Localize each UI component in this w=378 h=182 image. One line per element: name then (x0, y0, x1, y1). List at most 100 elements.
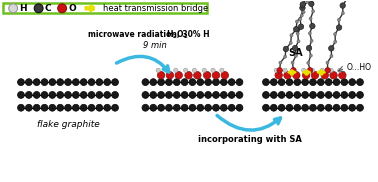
Circle shape (292, 68, 296, 72)
Circle shape (306, 0, 309, 3)
Circle shape (286, 104, 293, 111)
Circle shape (80, 104, 87, 111)
Circle shape (302, 104, 308, 111)
Circle shape (300, 5, 305, 11)
Circle shape (333, 33, 337, 36)
Circle shape (274, 68, 278, 72)
Circle shape (307, 61, 310, 64)
Circle shape (33, 92, 40, 98)
Circle shape (330, 72, 337, 79)
Circle shape (311, 10, 314, 13)
Circle shape (174, 92, 180, 98)
Circle shape (333, 104, 340, 111)
Circle shape (203, 72, 211, 79)
Circle shape (17, 92, 25, 98)
Circle shape (275, 72, 282, 79)
Circle shape (302, 92, 308, 98)
Circle shape (88, 92, 95, 98)
Text: $\mathregular{H_2O_2}$: $\mathregular{H_2O_2}$ (166, 29, 188, 41)
Circle shape (49, 104, 56, 111)
Circle shape (212, 72, 220, 79)
Circle shape (318, 104, 324, 111)
Circle shape (349, 79, 356, 86)
Circle shape (333, 79, 340, 86)
Circle shape (295, 20, 299, 23)
Circle shape (302, 11, 305, 14)
Circle shape (96, 92, 103, 98)
Circle shape (278, 79, 285, 86)
Circle shape (112, 92, 118, 98)
Circle shape (356, 104, 363, 111)
Circle shape (185, 72, 192, 79)
Circle shape (292, 45, 298, 51)
Circle shape (58, 4, 67, 13)
Circle shape (104, 92, 111, 98)
Circle shape (302, 72, 310, 79)
Text: O: O (68, 4, 76, 13)
Circle shape (310, 79, 316, 86)
Circle shape (34, 4, 43, 13)
Circle shape (291, 68, 296, 73)
Circle shape (294, 92, 301, 98)
Circle shape (236, 104, 243, 111)
Circle shape (333, 92, 340, 98)
Circle shape (158, 79, 164, 86)
Circle shape (142, 104, 149, 111)
Circle shape (183, 68, 188, 72)
Circle shape (157, 72, 165, 79)
Circle shape (174, 104, 180, 111)
Circle shape (41, 79, 48, 86)
Circle shape (174, 79, 180, 86)
Circle shape (336, 25, 342, 30)
Circle shape (142, 79, 149, 86)
Circle shape (9, 4, 17, 13)
Circle shape (356, 92, 363, 98)
Circle shape (220, 79, 227, 86)
Circle shape (277, 68, 282, 73)
Circle shape (329, 68, 333, 72)
Circle shape (65, 92, 71, 98)
Circle shape (339, 72, 346, 79)
Circle shape (284, 72, 291, 79)
Circle shape (158, 104, 164, 111)
Circle shape (236, 92, 243, 98)
Circle shape (325, 104, 332, 111)
Circle shape (192, 68, 197, 72)
Circle shape (318, 92, 324, 98)
Circle shape (166, 72, 174, 79)
Circle shape (80, 79, 87, 86)
Circle shape (49, 79, 56, 86)
Circle shape (174, 68, 178, 72)
Text: heat transmission bridge: heat transmission bridge (103, 4, 209, 13)
Circle shape (294, 104, 301, 111)
Circle shape (283, 46, 289, 52)
Circle shape (205, 92, 212, 98)
Circle shape (57, 79, 64, 86)
Circle shape (57, 92, 64, 98)
Circle shape (356, 79, 363, 86)
Circle shape (325, 79, 332, 86)
Circle shape (156, 68, 160, 72)
Circle shape (328, 46, 334, 51)
Circle shape (150, 104, 157, 111)
Circle shape (341, 92, 348, 98)
Circle shape (299, 17, 302, 21)
Circle shape (166, 92, 172, 98)
Circle shape (330, 54, 333, 58)
Circle shape (41, 92, 48, 98)
Circle shape (220, 92, 227, 98)
Circle shape (334, 40, 337, 43)
Circle shape (297, 40, 300, 43)
Circle shape (302, 68, 306, 72)
Circle shape (279, 61, 282, 64)
Circle shape (88, 79, 95, 86)
Circle shape (236, 79, 243, 86)
Circle shape (212, 104, 219, 111)
Circle shape (290, 34, 293, 37)
Circle shape (49, 92, 56, 98)
Text: microwave radiation, 30% H: microwave radiation, 30% H (88, 30, 209, 39)
Circle shape (220, 104, 227, 111)
Circle shape (349, 92, 356, 98)
Circle shape (345, 0, 348, 1)
Circle shape (278, 92, 285, 98)
